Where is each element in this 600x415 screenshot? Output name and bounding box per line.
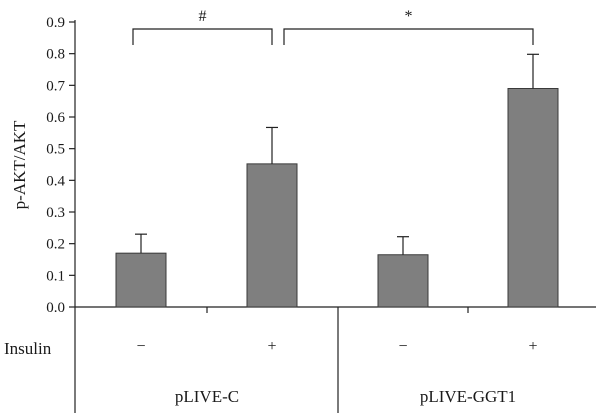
y-tick-label: 0.1 xyxy=(46,268,65,284)
group-label-1: pLIVE-C xyxy=(175,387,239,406)
y-tick-label: 0.8 xyxy=(46,47,65,63)
y-tick-label: 0.4 xyxy=(46,173,65,189)
factor-table: Insulin − + − + pLIVE-C pLIVE-GGT1 xyxy=(4,307,538,413)
y-tick-label: 0.7 xyxy=(46,78,65,94)
y-tick-label: 0.0 xyxy=(46,300,65,316)
y-tick-label: 0.2 xyxy=(46,237,65,253)
y-axis: 0.0 0.1 0.2 0.3 0.4 0.5 0.6 0.7 0.8 0.9 xyxy=(46,15,596,413)
y-tick-label: 0.5 xyxy=(46,142,65,158)
bar-3 xyxy=(377,254,429,308)
insulin-value-3: − xyxy=(398,338,407,355)
insulin-value-4: + xyxy=(528,338,537,355)
significance-mark-2: * xyxy=(405,8,413,25)
bar-4 xyxy=(507,88,559,308)
insulin-row-label: Insulin xyxy=(4,339,52,358)
insulin-value-1: − xyxy=(136,338,145,355)
significance-bracket-1 xyxy=(132,28,273,45)
group-label-2: pLIVE-GGT1 xyxy=(420,387,516,406)
significance-mark-1: # xyxy=(199,8,207,25)
significance-bracket-2 xyxy=(283,28,534,45)
bar-2 xyxy=(246,163,298,308)
y-tick-label: 0.6 xyxy=(46,110,65,126)
significance-brackets: # * xyxy=(132,8,534,45)
error-bars xyxy=(135,53,539,255)
insulin-value-2: + xyxy=(267,338,276,355)
y-axis-title: p-AKT/AKT xyxy=(10,120,29,209)
bar-1 xyxy=(115,252,167,308)
y-tick-label: 0.3 xyxy=(46,205,65,221)
y-tick-label: 0.9 xyxy=(46,15,65,31)
bars xyxy=(115,88,559,308)
